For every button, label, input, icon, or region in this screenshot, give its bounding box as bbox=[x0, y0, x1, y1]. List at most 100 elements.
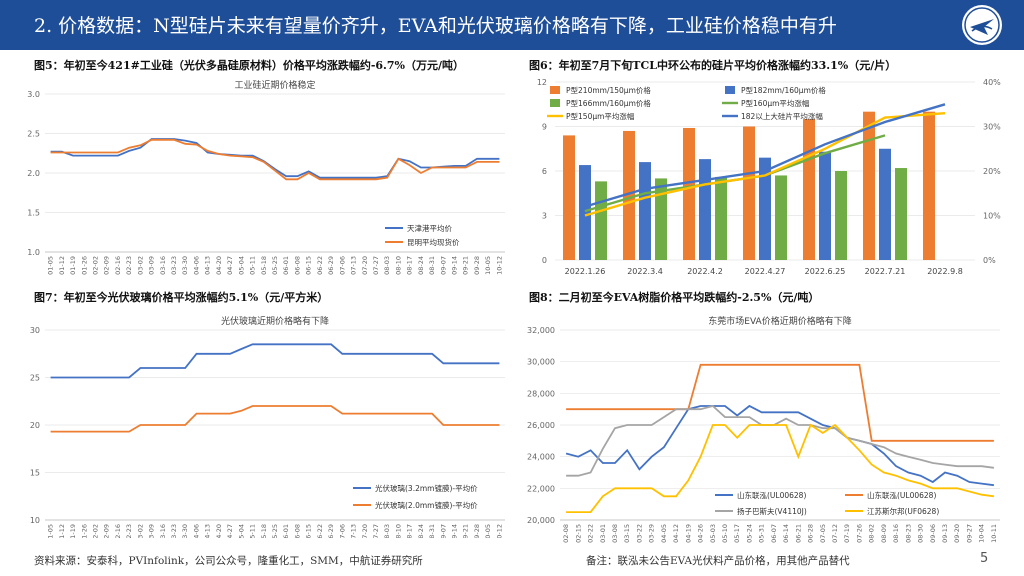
y2-tick-label: 10% bbox=[983, 212, 1001, 221]
bar bbox=[863, 111, 875, 260]
bar bbox=[819, 151, 831, 260]
x-tick-label: 05-04 bbox=[237, 256, 245, 275]
x-tick-label: 08-10 bbox=[394, 256, 402, 275]
x-tick-label: 01-12 bbox=[58, 524, 66, 538]
x-tick-label: 05-31 bbox=[758, 524, 766, 543]
x-tick-label: 2022.6.25 bbox=[805, 267, 846, 276]
company-logo bbox=[962, 5, 1002, 45]
x-tick-label: 06-29 bbox=[327, 256, 335, 275]
x-tick-label: 06-15 bbox=[305, 256, 313, 275]
x-tick-label: 09-07 bbox=[439, 256, 447, 275]
x-tick-label: 05-24 bbox=[745, 524, 753, 543]
x-tick-label: 09-20 bbox=[953, 524, 961, 543]
x-tick-label: 01-26 bbox=[80, 524, 88, 538]
legend-label: 江苏斯尔邦(UF0628) bbox=[867, 506, 939, 516]
x-tick-label: 05-11 bbox=[249, 524, 257, 538]
y-tick-label: 32,000 bbox=[527, 326, 555, 335]
x-tick-label: 04-27 bbox=[226, 524, 234, 538]
x-tick-label: 07-20 bbox=[361, 256, 369, 275]
x-tick-label: 07-20 bbox=[361, 524, 369, 538]
legend-label: P型210mm/150μm价格 bbox=[566, 85, 651, 95]
x-tick-label: 07-19 bbox=[843, 524, 851, 543]
bar bbox=[923, 111, 935, 260]
x-tick-label: 09-28 bbox=[473, 256, 481, 275]
bar bbox=[803, 119, 815, 260]
x-tick-label: 02-08 bbox=[562, 524, 570, 543]
x-tick-label: 06-08 bbox=[293, 524, 301, 538]
series-line bbox=[566, 363, 994, 442]
x-tick-label: 06-29 bbox=[327, 524, 335, 538]
x-tick-label: 01-19 bbox=[69, 256, 77, 275]
y-tick-label: 20,000 bbox=[527, 516, 555, 525]
x-tick-label: 03-16 bbox=[159, 256, 167, 275]
x-tick-label: 04-19 bbox=[684, 524, 692, 543]
x-tick-label: 01-26 bbox=[80, 256, 88, 275]
bar bbox=[595, 181, 607, 260]
x-tick-label: 06-01 bbox=[282, 524, 290, 538]
x-tick-label: 03-22 bbox=[635, 524, 643, 543]
x-tick-label: 04-12 bbox=[672, 524, 680, 543]
x-tick-label: 02-09 bbox=[103, 256, 111, 275]
x-tick-label: 04-06 bbox=[192, 256, 200, 275]
legend-label: 光伏玻璃(3.2mm镀膜)-平均价 bbox=[375, 483, 478, 493]
series-line bbox=[50, 138, 500, 181]
x-tick-label: 01-19 bbox=[69, 524, 77, 538]
x-tick-label: 08-30 bbox=[917, 524, 925, 543]
legend-label: 182以上大硅片平均涨幅 bbox=[741, 111, 823, 121]
y-tick-label: 28,000 bbox=[527, 389, 555, 398]
legend-swatch bbox=[550, 86, 560, 94]
x-tick-label: 03-09 bbox=[148, 256, 156, 275]
y-tick-label: 30 bbox=[30, 326, 40, 335]
x-tick-label: 09-21 bbox=[462, 256, 470, 275]
x-tick-label: 2022.3.4 bbox=[627, 267, 663, 276]
x-tick-label: 01-12 bbox=[58, 256, 66, 275]
x-tick-label: 10-11 bbox=[990, 524, 998, 543]
x-tick-label: 2022.7.21 bbox=[865, 267, 906, 276]
y2-tick-label: 40% bbox=[983, 78, 1001, 87]
x-tick-label: 04-27 bbox=[226, 256, 234, 275]
series-line bbox=[566, 405, 995, 477]
x-tick-label: 06-07 bbox=[770, 524, 778, 543]
series-line bbox=[566, 423, 995, 513]
series-line bbox=[50, 138, 500, 179]
x-tick-label: 03-01 bbox=[599, 524, 607, 543]
x-tick-label: 03-23 bbox=[170, 256, 178, 275]
x-tick-label: 02-15 bbox=[574, 524, 582, 543]
bar bbox=[683, 127, 695, 260]
x-tick-label: 09-06 bbox=[929, 524, 937, 543]
x-tick-label: 2022.4.2 bbox=[687, 267, 723, 276]
x-tick-label: 05-10 bbox=[721, 524, 729, 543]
header-bar: 2. 价格数据：N型硅片未来有望量价齐升，EVA和光伏玻璃价格略有下降，工业硅价… bbox=[0, 0, 1024, 50]
series-line bbox=[50, 405, 500, 433]
y2-tick-label: 30% bbox=[983, 123, 1001, 132]
x-tick-label: 05-18 bbox=[260, 524, 268, 538]
x-tick-label: 03-02 bbox=[136, 256, 144, 275]
y-tick-label: 24,000 bbox=[527, 453, 555, 462]
bar bbox=[775, 175, 787, 260]
bar bbox=[895, 168, 907, 260]
page-title: 2. 价格数据：N型硅片未来有望量价齐升，EVA和光伏玻璃价格略有下降，工业硅价… bbox=[34, 15, 837, 37]
x-tick-label: 10-05 bbox=[484, 524, 492, 538]
legend-label: 光伏玻璃(2.0mm镀膜)-平均价 bbox=[375, 500, 478, 510]
x-tick-label: 05-25 bbox=[271, 256, 279, 275]
x-tick-label: 07-26 bbox=[855, 524, 863, 543]
x-tick-label: 07-27 bbox=[372, 256, 380, 275]
x-tick-label: 06-14 bbox=[782, 524, 790, 543]
x-tick-label: 09-07 bbox=[439, 524, 447, 538]
x-tick-label: 04-06 bbox=[192, 524, 200, 538]
x-tick-label: 2022.4.27 bbox=[745, 267, 786, 276]
x-tick-label: 02-16 bbox=[114, 256, 122, 275]
x-tick-label: 05-18 bbox=[260, 256, 268, 275]
legend-label: 昆明平均现货价 bbox=[407, 237, 460, 247]
x-tick-label: 06-08 bbox=[293, 256, 301, 275]
x-tick-label: 09-14 bbox=[451, 256, 459, 275]
x-tick-label: 06-15 bbox=[305, 524, 313, 538]
y-tick-label: 3.0 bbox=[27, 90, 40, 99]
legend-swatch bbox=[725, 86, 735, 94]
x-tick-label: 03-15 bbox=[623, 524, 631, 543]
bar bbox=[579, 165, 591, 260]
x-tick-label: 08-02 bbox=[868, 524, 876, 543]
bar bbox=[563, 135, 575, 260]
y-tick-label: 2.5 bbox=[27, 130, 40, 139]
